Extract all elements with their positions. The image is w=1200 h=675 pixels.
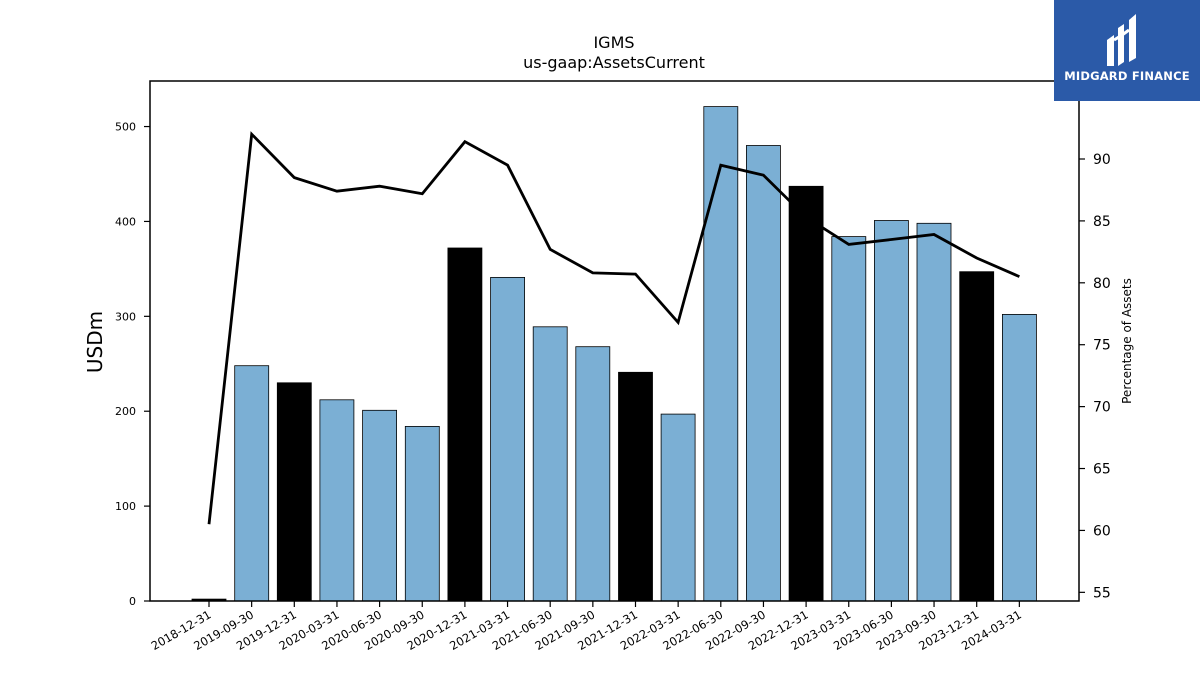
y-tick-label: 400 <box>115 215 136 228</box>
bar-2023-09-30 <box>916 222 952 602</box>
y-tick-label: 100 <box>115 500 136 513</box>
bar-2020-09-30 <box>404 425 440 602</box>
y2-tick-label: 55 <box>1093 585 1111 601</box>
bar-2023-03-31 <box>831 236 867 602</box>
bar-2022-03-31 <box>660 413 696 602</box>
percentage-line <box>207 131 1020 525</box>
y-tick-label: 200 <box>115 405 136 418</box>
chart-subtitle: us-gaap:AssetsCurrent <box>523 53 705 72</box>
chart-title: IGMS <box>593 33 634 52</box>
bar-2023-12-31 <box>959 271 995 602</box>
y-tick-label: 300 <box>115 310 136 323</box>
bar-2022-06-30 <box>703 106 739 602</box>
bars-group <box>191 106 1037 602</box>
brand-name: MIDGARD FINANCE <box>1064 69 1190 83</box>
y-tick-label: 0 <box>129 595 136 608</box>
y2-tick-label: 70 <box>1093 400 1111 416</box>
bar-2021-12-31 <box>618 371 653 602</box>
line-group <box>207 131 1020 525</box>
bar-2019-12-31 <box>276 382 312 602</box>
bar-2020-06-30 <box>362 409 398 602</box>
bar-2020-03-31 <box>319 399 355 602</box>
y-tick-label: 500 <box>115 121 136 134</box>
plot-frame <box>149 80 1080 602</box>
y2-axis-label: Percentage of Assets <box>1120 278 1134 404</box>
y-axis: 0 100 200 300 400 500 <box>115 121 150 608</box>
bar-2024-03-31 <box>1002 313 1037 602</box>
y2-axis: 55 60 65 70 75 80 85 90 <box>1079 152 1111 601</box>
bar-2020-12-31 <box>447 247 483 602</box>
bar-2023-06-30 <box>874 220 909 602</box>
bar-2021-06-30 <box>532 326 568 602</box>
bar-2021-09-30 <box>575 346 611 602</box>
y-axis-label: USDm <box>83 311 107 373</box>
y2-tick-label: 75 <box>1093 338 1111 354</box>
bar-2022-12-31 <box>788 185 824 602</box>
bar-2021-03-31 <box>490 276 526 602</box>
bar-2022-09-30 <box>746 145 781 602</box>
y2-tick-label: 80 <box>1093 276 1111 292</box>
y2-tick-label: 90 <box>1093 152 1111 168</box>
x-axis: 2018-12-312019-09-302019-12-312020-03-31… <box>149 601 1024 653</box>
y2-tick-label: 85 <box>1093 214 1111 230</box>
midgard-logo-icon <box>1107 14 1136 66</box>
y2-tick-label: 60 <box>1093 523 1111 539</box>
y2-tick-label: 65 <box>1093 462 1111 478</box>
brand-logo: MIDGARD FINANCE <box>1054 0 1200 101</box>
bar-2019-09-30 <box>234 365 270 602</box>
